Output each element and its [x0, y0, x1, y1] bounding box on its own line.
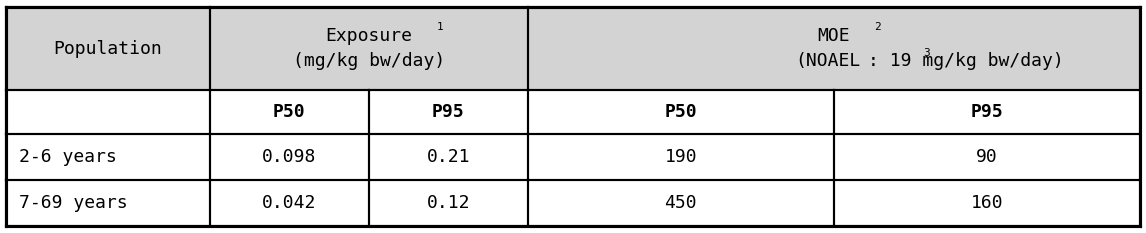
Text: 0.042: 0.042: [262, 194, 316, 212]
Bar: [369, 90, 527, 134]
Text: 0.098: 0.098: [262, 148, 316, 166]
Bar: [834, 90, 1140, 134]
Bar: [527, 7, 1140, 90]
Bar: [6, 7, 210, 90]
Text: (NOAEL: (NOAEL: [795, 52, 861, 70]
Bar: [6, 90, 210, 134]
Bar: [527, 90, 834, 134]
Bar: [6, 180, 210, 226]
Bar: [210, 7, 527, 90]
Text: P50: P50: [273, 103, 306, 121]
Bar: [210, 90, 369, 134]
Text: P95: P95: [971, 103, 1004, 121]
Text: 90: 90: [976, 148, 998, 166]
Bar: [210, 134, 369, 180]
Text: 450: 450: [665, 194, 697, 212]
Text: MOE: MOE: [817, 27, 850, 45]
Text: 160: 160: [971, 194, 1004, 212]
Text: 190: 190: [665, 148, 697, 166]
Text: 7-69 years: 7-69 years: [19, 194, 128, 212]
Bar: [834, 134, 1140, 180]
Text: 3: 3: [924, 48, 931, 58]
Text: 0.21: 0.21: [426, 148, 470, 166]
Bar: [210, 180, 369, 226]
Bar: [369, 134, 527, 180]
Text: (mg/kg bw/day): (mg/kg bw/day): [292, 52, 445, 70]
Text: 0.12: 0.12: [426, 194, 470, 212]
Bar: [6, 134, 210, 180]
Bar: [527, 180, 834, 226]
Text: Population: Population: [54, 40, 163, 58]
Text: P50: P50: [665, 103, 697, 121]
Bar: [527, 134, 834, 180]
Text: 1: 1: [437, 22, 444, 32]
Text: 2: 2: [874, 22, 881, 32]
Text: 2-6 years: 2-6 years: [19, 148, 117, 166]
Text: P95: P95: [432, 103, 464, 121]
Text: : 19 mg/kg bw/day): : 19 mg/kg bw/day): [868, 52, 1063, 70]
Bar: [369, 180, 527, 226]
Text: Exposure: Exposure: [325, 27, 413, 45]
Bar: [834, 180, 1140, 226]
